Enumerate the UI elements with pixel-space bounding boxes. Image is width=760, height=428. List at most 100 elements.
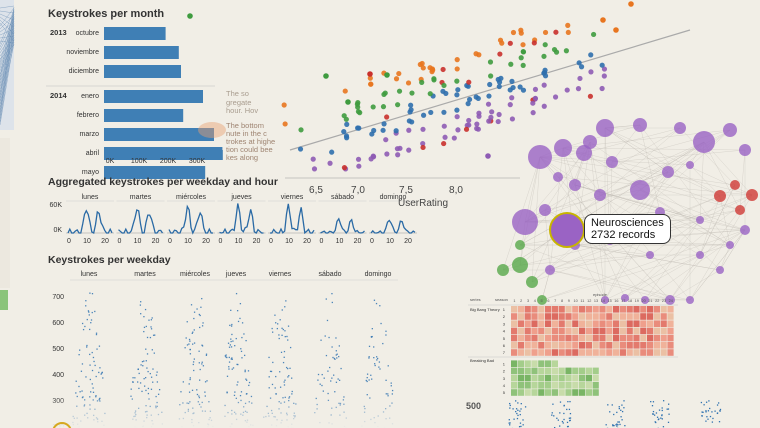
network-node[interactable]	[553, 172, 563, 182]
network-edge	[544, 189, 641, 211]
network-node[interactable]	[528, 145, 552, 169]
network-node[interactable]	[693, 131, 715, 153]
scatter-point	[509, 78, 515, 84]
network-node[interactable]	[539, 204, 551, 216]
network-node[interactable]	[739, 144, 751, 156]
network-node[interactable]	[633, 118, 647, 132]
heatmap-season-label: 7	[503, 350, 506, 355]
network-node[interactable]	[665, 295, 675, 305]
weekday-point	[331, 346, 333, 348]
heatmap-cell	[572, 320, 579, 327]
network-node[interactable]	[569, 179, 581, 191]
network-node[interactable]	[746, 189, 758, 201]
network-node[interactable]	[662, 166, 674, 178]
network-node[interactable]	[723, 123, 737, 137]
network-node[interactable]	[576, 145, 592, 161]
network-node[interactable]	[716, 266, 724, 274]
scatter-point	[485, 153, 491, 159]
network-node[interactable]	[726, 241, 734, 249]
heatmap-season-label: 5	[503, 336, 506, 341]
heatmap-episode-tick: 8	[561, 299, 563, 303]
heatmap-cell	[538, 334, 545, 342]
weekday-point	[274, 387, 276, 389]
strip-point	[562, 422, 564, 424]
network-node[interactable]	[686, 296, 694, 304]
weekday-point	[281, 334, 283, 336]
network-edge	[531, 219, 701, 283]
network-node[interactable]	[735, 205, 745, 215]
hourly-x-tick: 0	[370, 238, 374, 245]
heatmap-cell	[531, 382, 538, 389]
heatmap-cell	[585, 342, 592, 349]
scatter-point	[488, 73, 494, 79]
heatmap-cell	[640, 313, 647, 320]
weekday-point	[279, 371, 281, 373]
scatter-point	[518, 27, 524, 33]
heatmap-cell	[667, 342, 674, 349]
network-node[interactable]	[641, 296, 649, 304]
scatter-point	[419, 79, 425, 85]
heatmap-season-label: 6	[503, 343, 506, 348]
scatter-point	[417, 61, 423, 68]
strip-point	[568, 417, 571, 419]
heatmap-cell	[613, 327, 620, 335]
network-node[interactable]	[512, 257, 528, 273]
scatter-point	[355, 156, 362, 162]
network-node[interactable]	[606, 156, 618, 168]
weekday-point	[199, 314, 201, 317]
weekday-point	[92, 387, 94, 389]
scatter-point	[454, 66, 460, 72]
network-node[interactable]	[537, 295, 547, 305]
scatter-x-tick: 7,5	[399, 185, 413, 196]
strip-point	[616, 411, 618, 414]
weekday-point	[94, 364, 96, 367]
highlighted-node[interactable]	[549, 212, 585, 248]
network-node[interactable]	[596, 119, 614, 137]
strip-point	[719, 410, 721, 412]
network-node[interactable]	[696, 216, 704, 224]
network-node[interactable]	[526, 276, 538, 288]
network-node[interactable]	[621, 294, 629, 302]
scatter-point	[532, 95, 539, 101]
scatter-point	[382, 90, 388, 96]
network-node[interactable]	[630, 180, 650, 200]
heatmap-cell	[592, 389, 599, 396]
strip-point	[557, 419, 559, 421]
network-node[interactable]	[512, 209, 538, 235]
scatter-point	[530, 110, 536, 116]
heatmap-cell	[667, 313, 674, 320]
network-node[interactable]	[545, 265, 555, 275]
network-node[interactable]	[646, 251, 654, 259]
network-node[interactable]	[594, 189, 606, 201]
network-node[interactable]	[730, 180, 740, 190]
heatmap-cell	[606, 306, 613, 313]
heatmap-cell	[531, 342, 538, 349]
network-node[interactable]	[696, 251, 704, 259]
scatter-point	[518, 55, 524, 61]
network-node[interactable]	[740, 225, 750, 235]
weekday-point	[192, 331, 194, 333]
network-node[interactable]	[497, 264, 509, 276]
network-node[interactable]	[554, 139, 572, 157]
network-node[interactable]	[601, 296, 609, 304]
network-edge	[667, 171, 721, 197]
network-node[interactable]	[674, 122, 686, 134]
heatmap-cell	[517, 320, 524, 327]
network-edge	[669, 269, 721, 301]
weekday-point	[276, 327, 279, 330]
network-node[interactable]	[515, 240, 525, 250]
network-node[interactable]	[686, 161, 694, 169]
hourly-x-tick: 20	[303, 238, 311, 245]
scatter-point	[565, 29, 571, 36]
month-bar	[104, 147, 223, 160]
scatter-point	[454, 92, 460, 98]
strip-point	[652, 401, 655, 403]
heatmap-cell	[585, 327, 592, 335]
network-node[interactable]	[714, 190, 726, 202]
weekday-point	[236, 363, 238, 366]
heatmap-cell	[633, 349, 640, 356]
heatmap-cell	[599, 334, 606, 342]
heatmap-cell	[572, 327, 579, 335]
heatmap-cell	[551, 360, 558, 367]
weekday-point	[330, 380, 332, 382]
